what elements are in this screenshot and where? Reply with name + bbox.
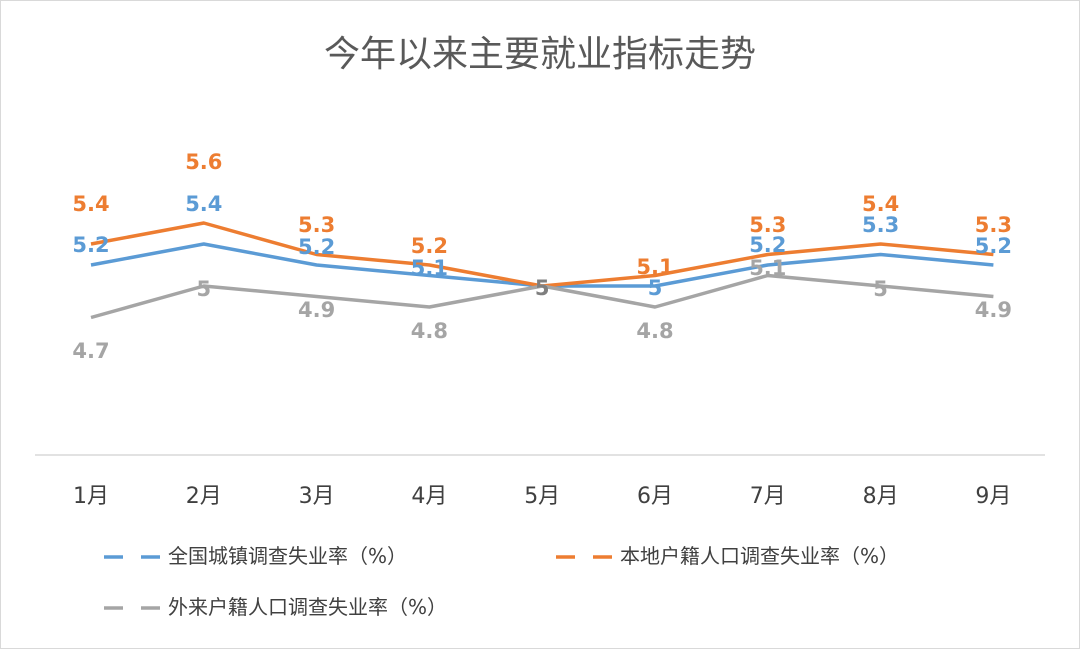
series-line-3 bbox=[90, 273, 994, 320]
x-tick-label: 1月 bbox=[73, 484, 109, 509]
x-tick-layer: 1月 2月 3月 4月 5月 6月 7月 8月 9月 bbox=[73, 484, 1011, 509]
data-label: 5.4 bbox=[862, 192, 899, 216]
x-tick-label: 4月 bbox=[411, 484, 447, 509]
data-label: 5.3 bbox=[298, 213, 335, 237]
x-tick-label: 5月 bbox=[524, 484, 560, 509]
legend-item-2: 本地户籍人口调查失业率（%） bbox=[556, 544, 899, 568]
data-label: 5.1 bbox=[411, 256, 448, 280]
data-label: 5.6 bbox=[185, 150, 222, 174]
data-label: 5.2 bbox=[411, 234, 448, 258]
legend-label: 全国城镇调查失业率（%） bbox=[168, 544, 407, 568]
data-label: 5 bbox=[535, 276, 550, 300]
data-label: 5.2 bbox=[749, 233, 786, 257]
data-label: 4.7 bbox=[72, 339, 109, 363]
legend: 全国城镇调查失业率（%） 本地户籍人口调查失业率（%） 外来户籍人口调查失业率（%） bbox=[104, 544, 899, 619]
data-label: 5.2 bbox=[298, 235, 335, 259]
data-label: 4.8 bbox=[411, 319, 448, 343]
data-label: 5.2 bbox=[975, 234, 1012, 258]
data-label: 5.4 bbox=[72, 192, 109, 216]
legend-label: 本地户籍人口调查失业率（%） bbox=[620, 544, 899, 568]
x-tick-label: 3月 bbox=[299, 484, 335, 509]
x-tick-label: 8月 bbox=[863, 484, 899, 509]
chart-title: 今年以来主要就业指标走势 bbox=[324, 34, 756, 75]
legend-label: 外来户籍人口调查失业率（%） bbox=[168, 595, 447, 619]
data-label: 5 bbox=[196, 277, 211, 301]
data-label: 5.1 bbox=[636, 255, 673, 279]
data-label: 4.9 bbox=[298, 298, 335, 322]
x-tick-label: 9月 bbox=[975, 484, 1011, 509]
x-tick-label: 7月 bbox=[750, 484, 786, 509]
data-label: 4.9 bbox=[975, 298, 1012, 322]
data-label-layer: 5.25.45.25.15 55.25.35.25.45.65.35.25.15.… bbox=[72, 150, 1012, 363]
x-tick-label: 2月 bbox=[186, 484, 222, 509]
data-label: 4.8 bbox=[636, 319, 673, 343]
x-tick-label: 6月 bbox=[637, 484, 673, 509]
data-label: 5.2 bbox=[72, 233, 109, 257]
data-label: 5.4 bbox=[185, 192, 222, 216]
data-label: 5.3 bbox=[862, 213, 899, 237]
legend-item-3: 外来户籍人口调查失业率（%） bbox=[104, 595, 447, 619]
series-layer bbox=[90, 221, 994, 320]
data-label: 5 bbox=[648, 276, 663, 300]
data-label: 5.3 bbox=[749, 213, 786, 237]
legend-item-1: 全国城镇调查失业率（%） bbox=[104, 544, 407, 568]
data-label: 5 bbox=[873, 277, 888, 301]
data-label: 5.3 bbox=[975, 213, 1012, 237]
data-label: 5.1 bbox=[749, 256, 786, 280]
